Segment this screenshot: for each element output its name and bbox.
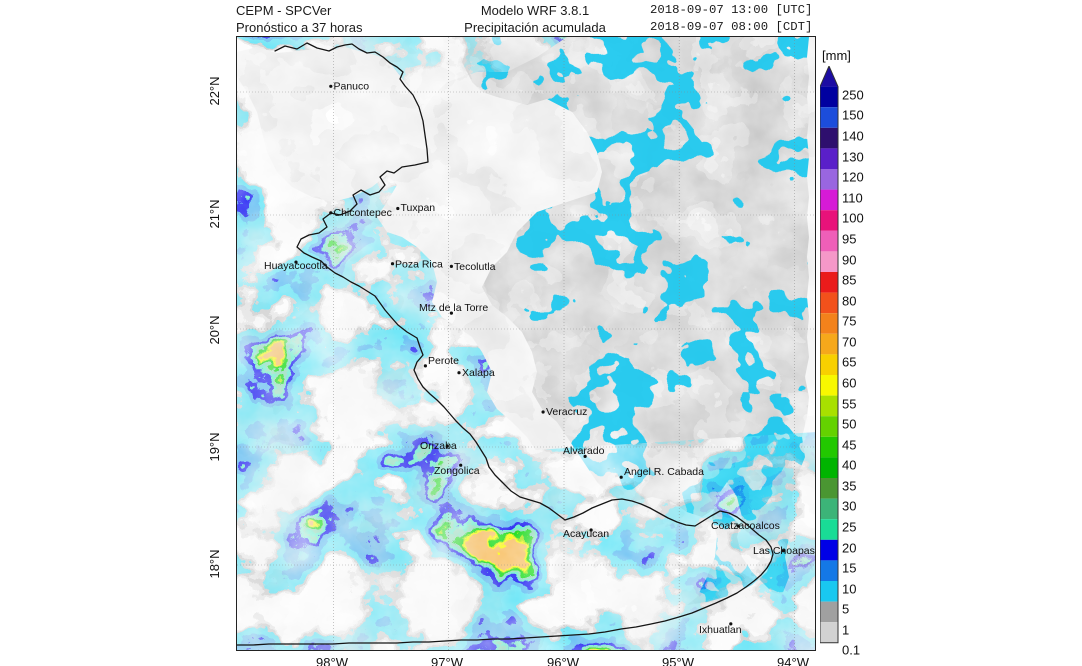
svg-text:Chicontepec: Chicontepec: [334, 207, 392, 219]
svg-text:Las Choapas: Las Choapas: [753, 545, 815, 557]
svg-text:Panuco: Panuco: [334, 80, 370, 92]
svg-text:Acayucan: Acayucan: [563, 528, 609, 540]
svg-text:Coatzacoalcos: Coatzacoalcos: [711, 520, 780, 532]
svg-text:Poza Rica: Poza Rica: [395, 259, 443, 271]
svg-text:Mtz de la Torre: Mtz de la Torre: [419, 302, 488, 314]
svg-text:Ixhuatlan: Ixhuatlan: [699, 624, 742, 636]
svg-text:Perote: Perote: [428, 355, 459, 367]
svg-text:Angel R. Cabada: Angel R. Cabada: [624, 466, 704, 478]
svg-text:Zongolica: Zongolica: [434, 465, 480, 477]
svg-text:Xalapa: Xalapa: [462, 367, 495, 379]
svg-text:Veracruz: Veracruz: [546, 406, 587, 418]
svg-text:Tuxpan: Tuxpan: [401, 202, 436, 214]
svg-text:Orizaba: Orizaba: [420, 440, 457, 452]
svg-text:Huayacocotla: Huayacocotla: [264, 260, 328, 272]
svg-text:Alvarado: Alvarado: [563, 445, 605, 457]
svg-text:Tecolutla: Tecolutla: [454, 261, 496, 273]
